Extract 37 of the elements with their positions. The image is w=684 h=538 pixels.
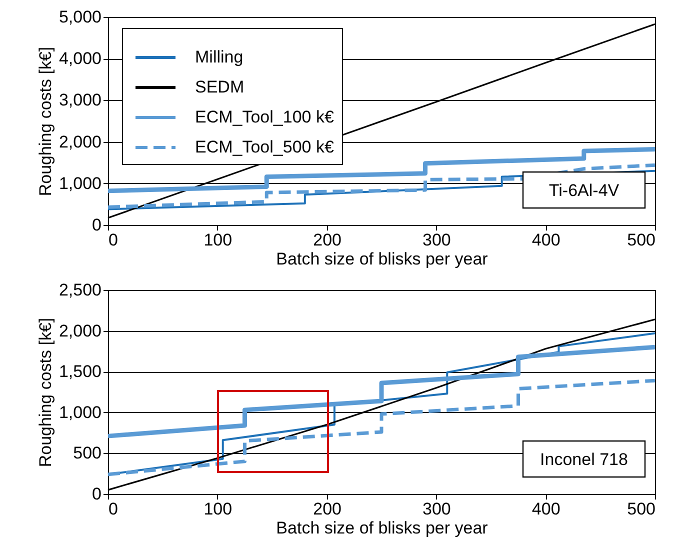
y-tick-label: 5,000 bbox=[58, 8, 102, 26]
x-tick-label: 400 bbox=[532, 230, 560, 250]
y-tick-label: 1,500 bbox=[58, 362, 102, 382]
annotation: Ti-6Al-4V bbox=[548, 181, 620, 200]
legend-label: SEDM bbox=[195, 78, 244, 96]
y-tick-label: 1,000 bbox=[58, 402, 102, 422]
x-tick-label: 400 bbox=[532, 500, 560, 518]
x-tick-label: 300 bbox=[422, 230, 451, 250]
y-tick-label: 1,000 bbox=[58, 174, 102, 193]
x-tick-label: 200 bbox=[313, 230, 342, 250]
x-tick-label: 500 bbox=[627, 500, 656, 518]
y-tick-label: 2,000 bbox=[58, 132, 102, 152]
x-tick-label: 500 bbox=[627, 230, 656, 250]
x-tick-label: 100 bbox=[204, 500, 232, 518]
x-tick-label: 0 bbox=[108, 230, 118, 250]
x-axis-title: Batch size of blisks per year bbox=[276, 250, 488, 268]
y-tick-label: 500 bbox=[73, 444, 102, 463]
line-series bbox=[106, 378, 657, 476]
y-tick-label: 2,000 bbox=[58, 321, 102, 340]
legend-label: Milling bbox=[195, 48, 244, 66]
legend-label: ECM_Tool_100 k€ bbox=[195, 108, 334, 126]
line-series bbox=[106, 344, 658, 438]
line-series bbox=[106, 163, 657, 209]
x-tick-label: 200 bbox=[313, 500, 342, 518]
annotation: Inconel 718 bbox=[540, 450, 628, 469]
x-tick-label: 300 bbox=[422, 500, 451, 518]
y-tick-label: 0 bbox=[92, 216, 102, 234]
x-axis-title: Batch size of blisks per year bbox=[276, 518, 488, 538]
y-tick-label: 3,000 bbox=[58, 90, 102, 110]
y-tick-label: 2,500 bbox=[58, 280, 102, 300]
y-tick-label: 0 bbox=[92, 484, 102, 504]
legend-label: ECM_Tool_500 k€ bbox=[195, 138, 334, 156]
y-tick-label: 4,000 bbox=[58, 49, 102, 68]
x-tick-label: 0 bbox=[108, 500, 118, 518]
x-tick-label: 100 bbox=[204, 230, 232, 250]
y-axis-title: Roughing costs [k€] bbox=[36, 318, 55, 468]
y-axis-title: Roughing costs [k€] bbox=[36, 46, 55, 196]
